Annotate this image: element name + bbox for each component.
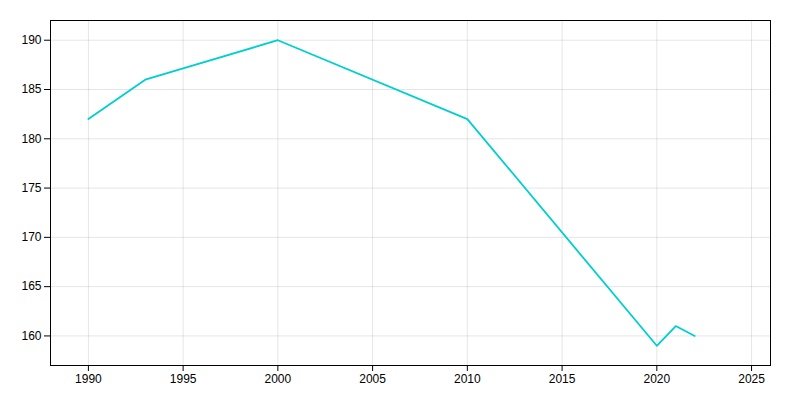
svg-text:170: 170: [21, 230, 41, 244]
svg-text:2005: 2005: [359, 372, 386, 386]
svg-text:1995: 1995: [170, 372, 197, 386]
svg-text:165: 165: [21, 279, 41, 293]
svg-text:185: 185: [21, 82, 41, 96]
svg-text:2025: 2025: [738, 372, 765, 386]
svg-text:180: 180: [21, 132, 41, 146]
svg-text:1990: 1990: [75, 372, 102, 386]
svg-text:2010: 2010: [454, 372, 481, 386]
svg-text:2015: 2015: [549, 372, 576, 386]
svg-text:190: 190: [21, 33, 41, 47]
svg-text:2000: 2000: [265, 372, 292, 386]
svg-text:175: 175: [21, 181, 41, 195]
svg-text:160: 160: [21, 329, 41, 343]
svg-text:2020: 2020: [643, 372, 670, 386]
